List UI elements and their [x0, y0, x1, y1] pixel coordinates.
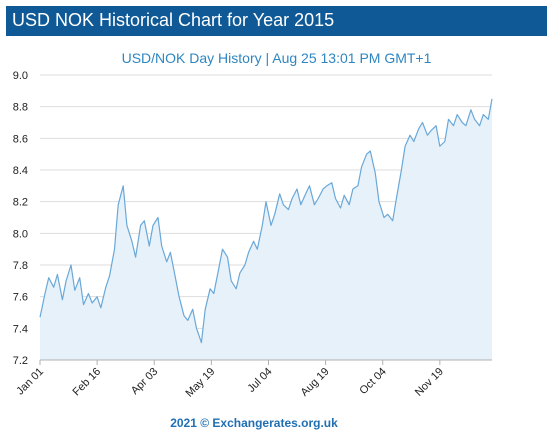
x-tick-label: Jan 01: [14, 366, 46, 398]
y-tick-label: 9.0: [13, 70, 28, 82]
y-tick-label: 8.2: [13, 197, 28, 209]
y-tick-label: 8.6: [13, 133, 28, 145]
y-tick-labels: 9.0 8.8 8.6 8.4 8.2 8.0 7.8 7.6 7.4 7.2: [13, 70, 28, 367]
series-area: [40, 98, 492, 361]
x-tick-labels: Jan 01 Feb 16 Apr 03 May 19 Jul 04 Aug 19 Oct …: [14, 366, 446, 400]
axes: [39, 359, 492, 365]
y-tick-label: 7.4: [13, 323, 28, 335]
x-tick-label: Oct 04: [357, 366, 388, 397]
y-tick-label: 7.8: [13, 260, 28, 272]
chart-title: USD/NOK Day History | Aug 25 13:01 PM GM…: [121, 50, 432, 66]
y-tick-label: 7.2: [13, 355, 28, 367]
y-tick-label: 8.8: [13, 102, 28, 114]
y-tick-label: 8.0: [13, 228, 28, 240]
series-line: [39, 98, 493, 344]
x-tick-label: Feb 16: [71, 366, 104, 399]
y-tick-label: 7.6: [13, 292, 28, 304]
title-banner: USD NOK Historical Chart for Year 2015: [6, 6, 547, 36]
y-tick-label: 8.4: [13, 165, 28, 177]
x-tick-label: Nov 19: [413, 366, 446, 399]
x-tick-label: Apr 03: [129, 366, 160, 397]
x-tick-label: Aug 19: [299, 366, 332, 399]
page-title: USD NOK Historical Chart for Year 2015: [12, 10, 335, 30]
footer-credit: 2021 © Exchangerates.org.uk: [170, 416, 338, 430]
x-tick-label: Jul 04: [245, 366, 274, 395]
x-tick-label: May 19: [183, 366, 217, 400]
